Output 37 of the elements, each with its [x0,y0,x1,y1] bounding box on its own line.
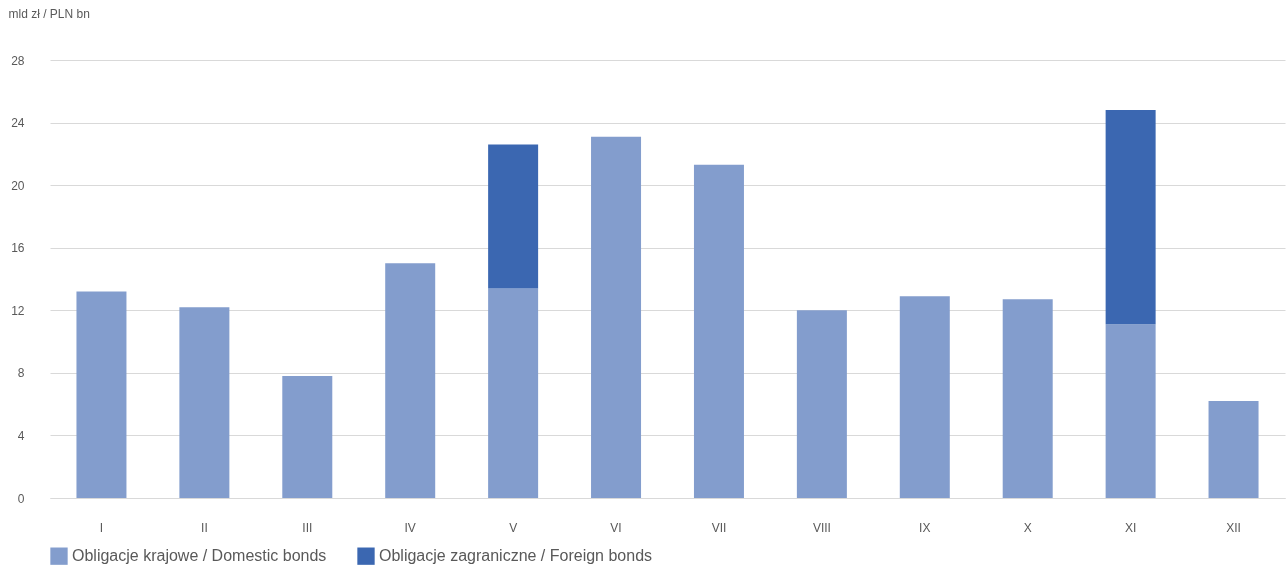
bar [591,136,642,498]
x-tick-label: XI [1124,520,1137,535]
y-tick-label: 8 [17,366,25,381]
x-tick-label: XII [1226,520,1241,535]
bar [488,288,539,498]
bar [693,164,744,498]
bar [179,307,230,498]
legend-label: Obligacje krajowe / Domestic bonds [72,547,327,565]
bar [1208,401,1259,498]
y-tick-label: 24 [11,116,25,131]
bar [385,263,436,498]
x-tick-label: I [99,520,104,535]
x-tick-label: X [1023,520,1032,535]
bar [76,291,127,498]
y-axis-title: mld zł / PLN bn [8,6,90,21]
y-tick-label: 28 [11,53,25,68]
x-tick-label: IV [404,520,416,535]
bar [899,296,950,498]
x-tick-label: VIII [812,520,831,535]
bar [1105,110,1156,325]
y-tick-label: 4 [17,428,25,443]
y-tick-label: 20 [11,178,25,193]
bar [1002,299,1053,498]
x-tick-label: III [302,520,313,535]
x-tick-label: VI [610,520,622,535]
bar [1105,324,1156,498]
y-tick-label: 0 [17,491,25,506]
y-tick-label: 12 [11,303,25,318]
x-tick-label: IX [919,520,931,535]
legend-label: Obligacje zagraniczne / Foreign bonds [379,547,653,565]
bar [796,310,847,498]
x-tick-label: V [509,520,518,535]
x-tick-label: VII [711,520,727,535]
y-tick-label: 16 [11,241,25,256]
bar [282,375,333,498]
x-tick-label: II [201,520,208,535]
bar [488,144,539,289]
